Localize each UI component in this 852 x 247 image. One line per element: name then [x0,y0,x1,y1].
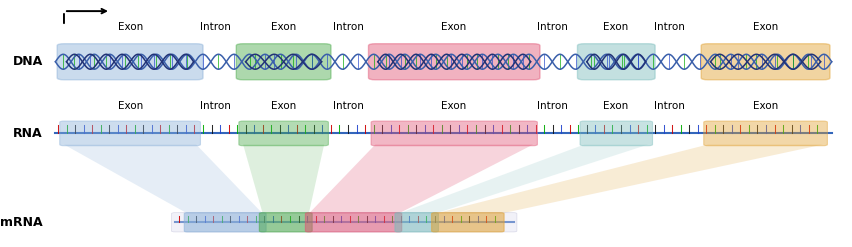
FancyBboxPatch shape [57,44,203,80]
Text: RNA: RNA [13,127,43,140]
FancyBboxPatch shape [371,121,537,146]
Text: Exon: Exon [602,22,628,32]
Polygon shape [435,144,822,214]
FancyBboxPatch shape [368,44,539,80]
Text: Intron: Intron [199,101,230,111]
FancyBboxPatch shape [239,121,328,146]
Text: Exon: Exon [602,101,628,111]
Polygon shape [398,144,648,214]
Text: Intron: Intron [332,22,363,32]
Text: Exon: Exon [118,101,143,111]
Text: mRNA: mRNA [0,216,43,229]
Text: Exon: Exon [271,22,296,32]
FancyBboxPatch shape [577,44,654,80]
FancyBboxPatch shape [703,121,826,146]
Text: DNA: DNA [13,55,43,68]
Text: Exon: Exon [440,22,466,32]
FancyBboxPatch shape [394,213,438,232]
FancyBboxPatch shape [60,121,200,146]
Text: Intron: Intron [537,22,567,32]
FancyBboxPatch shape [700,44,829,80]
Text: Intron: Intron [332,101,363,111]
Polygon shape [243,144,324,214]
Polygon shape [64,144,262,214]
FancyBboxPatch shape [259,213,312,232]
Text: Intron: Intron [537,101,567,111]
Text: Exon: Exon [271,101,296,111]
Text: Exon: Exon [751,101,777,111]
Text: Exon: Exon [751,22,777,32]
Text: Intron: Intron [199,22,230,32]
FancyBboxPatch shape [171,213,516,232]
Text: Exon: Exon [440,101,466,111]
FancyBboxPatch shape [305,213,401,232]
Polygon shape [308,144,532,214]
FancyBboxPatch shape [431,213,504,232]
Text: Exon: Exon [118,22,143,32]
Text: Intron: Intron [653,22,684,32]
FancyBboxPatch shape [579,121,652,146]
FancyBboxPatch shape [184,213,266,232]
FancyBboxPatch shape [236,44,331,80]
Text: Intron: Intron [653,101,684,111]
